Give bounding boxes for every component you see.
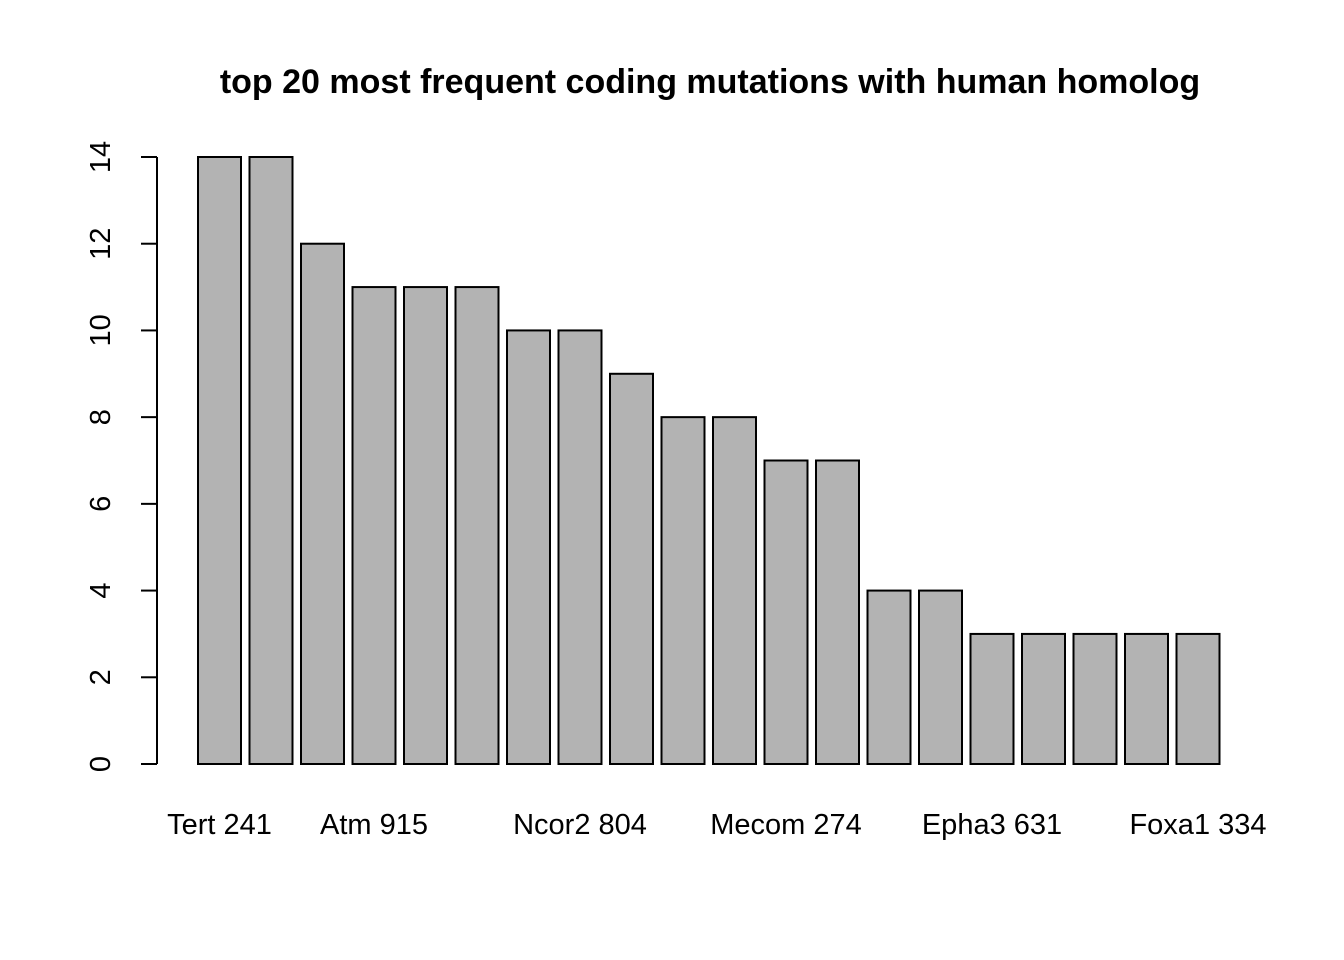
bar: [300, 242, 345, 765]
bar: [1072, 632, 1118, 766]
bar: [248, 156, 294, 765]
y-tick-label: 2: [85, 669, 117, 685]
bar: [351, 286, 397, 765]
category-label: Atm 915: [320, 809, 428, 841]
bar: [712, 416, 757, 765]
y-tick-label: 8: [85, 409, 117, 425]
bar: [506, 329, 551, 765]
bar: [763, 459, 809, 765]
bar: [403, 286, 448, 765]
bar: [815, 459, 860, 765]
y-tick-label: 14: [85, 141, 117, 173]
bar: [1124, 632, 1169, 766]
bar: [660, 416, 706, 765]
category-label: Mecom 274: [710, 809, 862, 841]
bar: [866, 589, 912, 765]
y-tick-label: 6: [85, 496, 117, 512]
category-label: Ncor2 804: [513, 809, 647, 841]
bar: [197, 156, 242, 765]
bar: [918, 589, 963, 765]
bar: [1175, 632, 1221, 766]
y-tick-label: 0: [85, 756, 117, 772]
bar: [609, 372, 654, 765]
category-label: Tert 241: [167, 809, 272, 841]
bar: [1021, 632, 1066, 766]
chart-title: top 20 most frequent coding mutations wi…: [220, 63, 1200, 101]
category-label: Foxa1 334: [1129, 809, 1266, 841]
y-tick-label: 10: [85, 314, 117, 346]
bar: [454, 286, 500, 765]
bar: [969, 632, 1015, 766]
category-label: Epha3 631: [922, 809, 1062, 841]
y-tick-label: 12: [85, 228, 117, 260]
y-tick-label: 4: [85, 583, 117, 599]
bars-group: [197, 156, 1221, 766]
y-axis: 0 2 4 6 8 10 12 14: [85, 141, 158, 772]
x-axis-labels: Tert 241 Atm 915 Ncor2 804 Mecom 274 Epha3 6…: [167, 809, 1266, 841]
bar: [557, 329, 603, 765]
